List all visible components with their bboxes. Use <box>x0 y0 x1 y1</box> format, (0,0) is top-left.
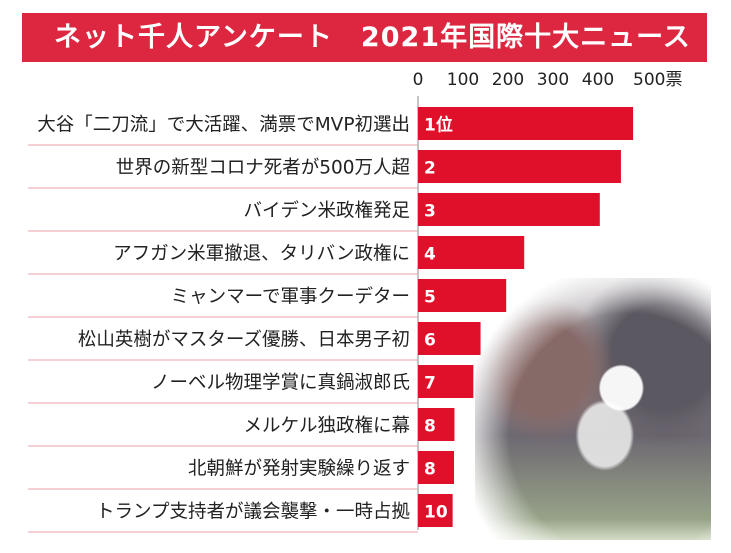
category-label: ノーベル物理学賞に真鍋淑郎氏 <box>151 373 410 394</box>
bar <box>418 365 474 398</box>
bar <box>418 279 507 312</box>
bar <box>418 408 455 441</box>
x-tick-label: 100 <box>447 70 479 90</box>
chart-title: ネット千人アンケート 2021年国際十大ニュース <box>22 13 707 62</box>
category-label: 世界の新型コロナ死者が500万人超 <box>116 158 410 179</box>
category-label: アフガン米軍撤退、タリバン政権に <box>113 244 410 265</box>
rank-label: 10 <box>424 503 448 523</box>
bar <box>418 236 525 269</box>
category-label: メルケル独政権に幕 <box>243 416 410 437</box>
bar <box>418 193 600 226</box>
bar <box>418 494 453 527</box>
rank-label: 5 <box>424 288 436 308</box>
category-label: トランプ支持者が議会襲撃・一時占拠 <box>96 502 410 523</box>
category-label: 大谷「二刀流」で大活躍、満票でMVP初選出 <box>37 115 410 136</box>
bar <box>418 150 621 183</box>
x-tick-label: 0 <box>413 70 424 90</box>
rank-label: 7 <box>424 374 436 394</box>
rank-label: 6 <box>424 331 436 351</box>
rank-label: 1位 <box>424 115 453 136</box>
bar <box>418 451 454 484</box>
rank-label: 4 <box>424 245 436 265</box>
x-tick-label: 400 <box>582 70 614 90</box>
rank-label: 8 <box>424 417 436 437</box>
x-tick-label: 200 <box>492 70 524 90</box>
bar <box>418 107 634 140</box>
bar <box>418 322 481 355</box>
category-label: ミャンマーで軍事クーデター <box>171 287 410 308</box>
baseball-player-photo <box>475 278 711 540</box>
rank-label: 8 <box>424 460 436 480</box>
category-label: 北朝鮮が発射実験繰り返す <box>188 459 410 480</box>
x-tick-label: 300 <box>537 70 569 90</box>
category-label: バイデン米政権発足 <box>243 201 410 222</box>
rank-label: 2 <box>424 159 436 179</box>
x-tick-label: 500票 <box>633 70 682 90</box>
category-label: 松山英樹がマスターズ優勝、日本男子初 <box>78 330 410 351</box>
rank-label: 3 <box>424 202 436 222</box>
